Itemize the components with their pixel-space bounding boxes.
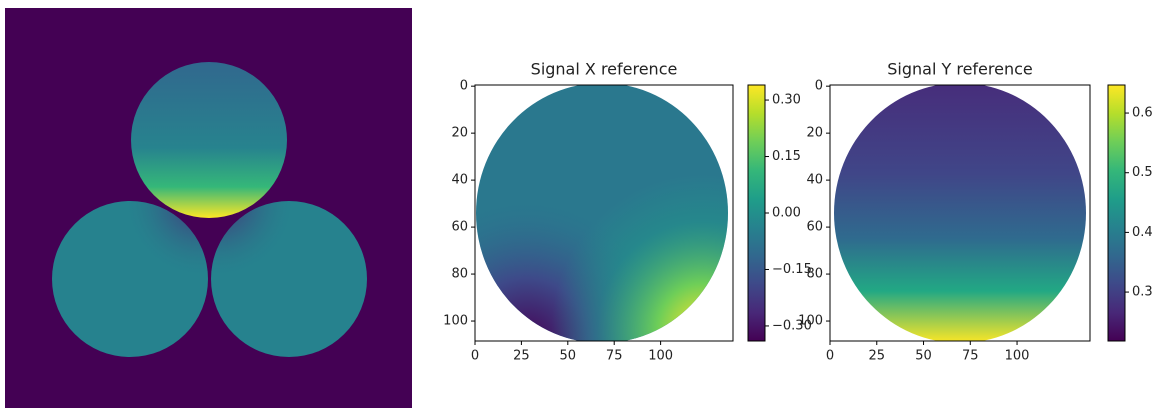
y-tick-label: 20	[806, 126, 823, 141]
x-tick-label: 0	[471, 349, 479, 364]
y-tick-label: 0	[460, 79, 468, 94]
x-tick-label: 50	[915, 349, 932, 364]
colorbar-tick-label: −0.15	[772, 262, 812, 277]
y-tick-label: 60	[451, 220, 468, 235]
axes-frame	[474, 84, 734, 342]
colorbar-tick-label: 0.15	[772, 149, 801, 164]
x-tick-label: 25	[868, 349, 885, 364]
axes-frame	[829, 84, 1091, 342]
colorbar-tick-label: 0.3	[1132, 285, 1153, 300]
y-tick-label: 40	[451, 173, 468, 188]
x-tick-label: 100	[1005, 349, 1030, 364]
x-tick-label: 25	[513, 349, 530, 364]
colorbar-tick-label: 0.4	[1132, 225, 1153, 240]
y-tick-label: 40	[806, 173, 823, 188]
source-image	[5, 8, 412, 408]
x-tick-label: 75	[962, 349, 979, 364]
y-tick-label: 80	[451, 267, 468, 282]
y-tick-label: 20	[451, 126, 468, 141]
colorbar	[1107, 84, 1126, 342]
colorbar	[747, 84, 766, 342]
colorbar-tick-label: 0.5	[1132, 165, 1153, 180]
y-tick-label: 100	[443, 314, 468, 329]
chart-title: Signal Y reference	[887, 60, 1033, 79]
y-tick-label: 0	[815, 79, 823, 94]
y-tick-label: 60	[806, 220, 823, 235]
heatmap-image	[834, 85, 1086, 341]
y-tick-label: 80	[806, 267, 823, 282]
colorbar-tick-label: −0.30	[772, 318, 812, 333]
heatmap-image	[476, 85, 728, 341]
x-tick-label: 50	[560, 349, 577, 364]
colorbar-tick-label: 0.00	[772, 206, 801, 221]
x-tick-label: 75	[606, 349, 623, 364]
x-tick-label: 0	[826, 349, 834, 364]
colorbar-tick-label: 0.6	[1132, 106, 1153, 121]
colorbar-tick-label: 0.30	[772, 93, 801, 108]
x-tick-label: 100	[648, 349, 673, 364]
chart-title: Signal X reference	[531, 60, 678, 79]
y-tick-label: 100	[798, 314, 823, 329]
